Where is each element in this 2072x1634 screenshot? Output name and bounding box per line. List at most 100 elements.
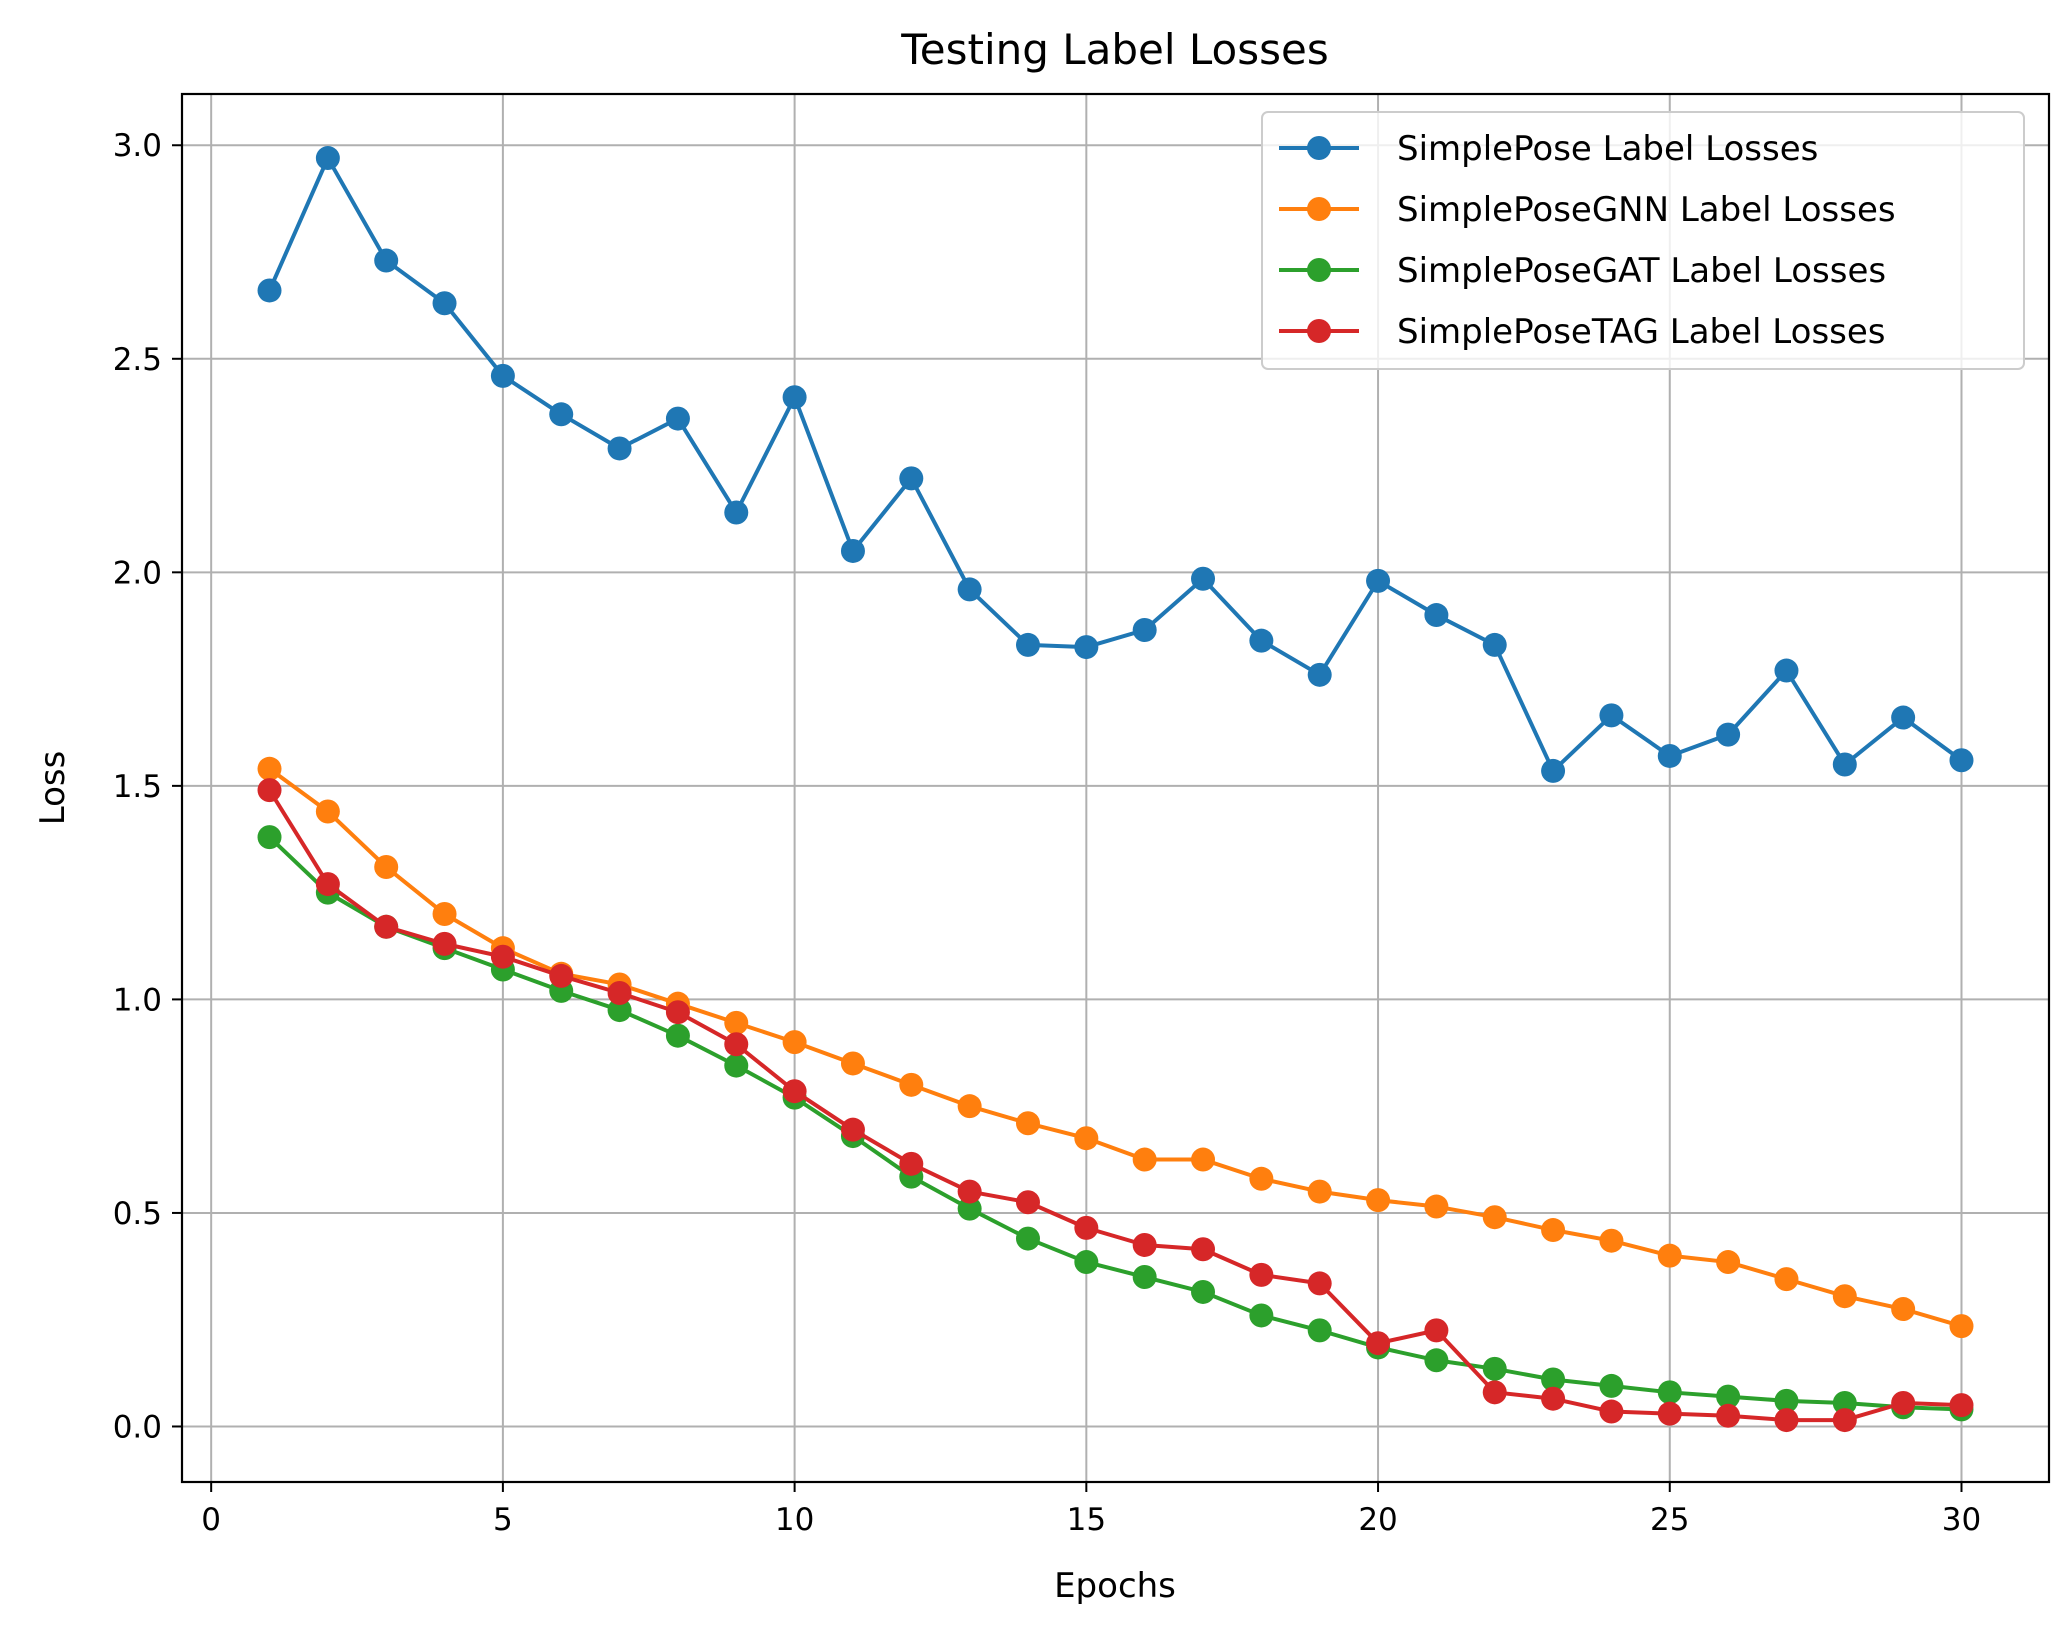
axis-ticks: 0 5 10 15 20 25 30 0.0 0.5 1.0 1.5 2.0 2.5 3.0	[113, 128, 1982, 1538]
data-point	[257, 278, 282, 303]
data-point	[315, 146, 340, 171]
data-point	[1366, 1188, 1391, 1213]
data-point	[1191, 1279, 1216, 1304]
legend-entry: SimplePose Label Losses	[1279, 129, 1818, 169]
data-point	[1307, 1179, 1332, 1204]
data-point	[1949, 1393, 1974, 1418]
data-point	[257, 825, 282, 850]
data-point	[665, 1023, 690, 1048]
data-point	[1132, 1232, 1157, 1257]
data-point	[899, 1072, 924, 1097]
x-tick-label: 20	[1358, 1502, 1397, 1538]
data-point	[1774, 1388, 1799, 1413]
data-point	[607, 980, 632, 1005]
data-point	[1657, 1243, 1682, 1268]
data-point	[1191, 566, 1216, 591]
data-point	[1366, 1331, 1391, 1356]
data-point	[1657, 1401, 1682, 1426]
data-point	[1832, 1284, 1857, 1309]
legend-marker	[1307, 136, 1331, 160]
y-tick-label: 0.5	[113, 1196, 162, 1232]
data-point	[1015, 1226, 1040, 1251]
data-point	[1949, 1314, 1974, 1339]
data-point	[1307, 1271, 1332, 1296]
legend-label: SimplePoseTAG Label Losses	[1397, 312, 1886, 352]
series-0	[257, 146, 1974, 783]
data-point	[1307, 662, 1332, 687]
legend-entry: SimplePoseTAG Label Losses	[1279, 312, 1886, 352]
legend-entry: SimplePoseGAT Label Losses	[1279, 251, 1886, 291]
data-point	[607, 436, 632, 461]
legend-entry: SimplePoseGNN Label Losses	[1279, 190, 1896, 230]
data-point	[1249, 1262, 1274, 1287]
data-point	[549, 963, 574, 988]
chart-title: Testing Label Losses	[900, 25, 1329, 74]
grid	[182, 94, 2049, 1482]
data-point	[257, 778, 282, 803]
data-point	[432, 291, 457, 316]
data-point	[899, 466, 924, 491]
data-point	[840, 538, 865, 563]
data-point	[1832, 1408, 1857, 1433]
data-point	[1716, 1250, 1741, 1275]
data-point	[840, 1117, 865, 1142]
data-point	[782, 1030, 807, 1055]
data-point	[1132, 1147, 1157, 1172]
data-point	[1774, 1267, 1799, 1292]
data-point	[724, 500, 749, 525]
data-point	[957, 577, 982, 602]
data-point	[1541, 1218, 1566, 1243]
y-tick-label: 2.0	[113, 555, 162, 591]
x-tick-label: 5	[493, 1502, 513, 1538]
data-point	[1074, 1126, 1099, 1151]
data-point	[374, 914, 399, 939]
x-tick-label: 25	[1650, 1502, 1689, 1538]
data-point	[1774, 1408, 1799, 1433]
data-point	[1657, 1380, 1682, 1405]
data-point	[665, 406, 690, 431]
data-point	[1482, 1380, 1507, 1405]
legend-label: SimplePoseGNN Label Losses	[1397, 190, 1896, 230]
data-point	[1774, 658, 1799, 683]
data-point	[782, 385, 807, 410]
data-point	[1015, 632, 1040, 657]
data-point	[1891, 1297, 1916, 1322]
x-tick-label: 30	[1942, 1502, 1981, 1538]
data-point	[1015, 1111, 1040, 1136]
data-point	[1132, 617, 1157, 642]
x-tick-label: 0	[201, 1502, 221, 1538]
data-point	[432, 901, 457, 926]
legend-box	[1261, 111, 2025, 370]
data-point	[1249, 628, 1274, 653]
y-tick-label: 0.0	[113, 1409, 162, 1445]
data-point	[724, 1010, 749, 1035]
data-point	[1074, 1250, 1099, 1275]
data-point	[665, 1000, 690, 1025]
data-point	[1482, 1356, 1507, 1381]
data-point	[1832, 752, 1857, 777]
data-point	[1424, 603, 1449, 628]
x-tick-label: 10	[775, 1502, 814, 1538]
x-axis-label: Epochs	[1054, 1566, 1176, 1606]
data-point	[1482, 1205, 1507, 1230]
series-3	[257, 778, 1974, 1433]
legend-marker	[1307, 319, 1331, 343]
data-point	[899, 1151, 924, 1176]
legend-label: SimplePose Label Losses	[1397, 129, 1818, 169]
data-point	[724, 1053, 749, 1078]
data-point	[1132, 1265, 1157, 1290]
data-point	[432, 931, 457, 956]
data-point	[957, 1094, 982, 1119]
data-point	[1482, 632, 1507, 657]
data-point	[1424, 1318, 1449, 1343]
data-point	[1949, 748, 1974, 773]
data-point	[315, 872, 340, 897]
data-point	[315, 799, 340, 824]
data-point	[1015, 1190, 1040, 1215]
y-tick-label: 3.0	[113, 128, 162, 164]
series-layer	[257, 146, 1974, 1433]
data-point	[1657, 743, 1682, 768]
y-tick-label: 1.5	[113, 769, 162, 805]
data-point	[1366, 568, 1391, 593]
